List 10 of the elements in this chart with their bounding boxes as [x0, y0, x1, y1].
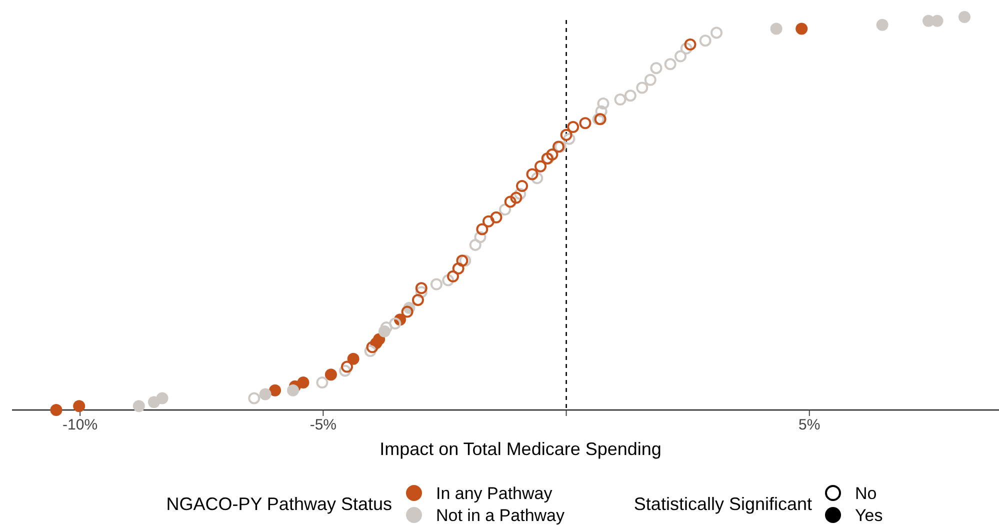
- text: Yes: [855, 506, 883, 525]
- legend-title: NGACO-PY Pathway Status: [166, 494, 392, 514]
- text: Statistically Significant: [634, 494, 812, 514]
- x-tick-label: 5%: [798, 416, 820, 434]
- x-axis-title: Impact on Total Medicare Spending: [380, 439, 662, 459]
- x-tick-label: -10%: [62, 416, 98, 434]
- legend-label: In any Pathway: [436, 484, 553, 503]
- legend-label: Not in a Pathway: [436, 506, 566, 525]
- x-tick-label: -5%: [310, 416, 337, 434]
- text: No: [855, 484, 877, 503]
